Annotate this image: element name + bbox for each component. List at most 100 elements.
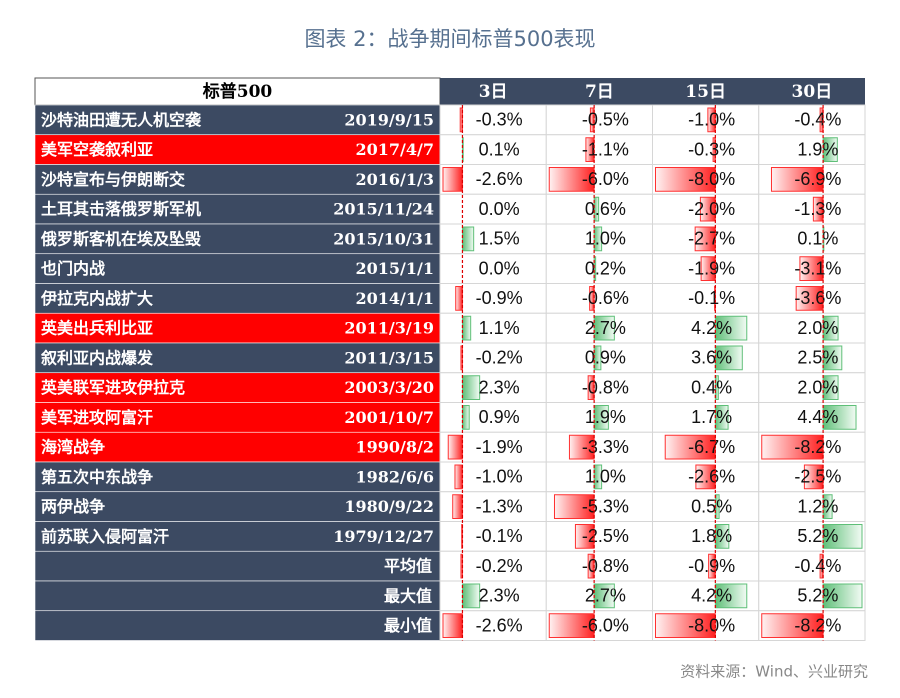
cell bbox=[758, 372, 866, 403]
cell-value: -0.2% bbox=[476, 348, 523, 368]
cell-value: 0.9% bbox=[585, 348, 626, 368]
event-date: 2014/1/1 bbox=[356, 289, 434, 308]
event-name: 沙特油田遭无人机空袭 bbox=[41, 110, 202, 129]
cell-value: 2.7% bbox=[585, 318, 626, 338]
cell-value: 0.5% bbox=[691, 496, 732, 516]
cell bbox=[758, 312, 866, 344]
data-bar bbox=[461, 226, 475, 252]
event-name: 美军空袭叙利亚 bbox=[41, 140, 153, 159]
data-bar bbox=[700, 256, 716, 281]
row-label-bg bbox=[34, 342, 441, 374]
data-bar bbox=[459, 107, 463, 133]
event-name: 沙特宣布与伊朗断交 bbox=[41, 170, 185, 189]
data-bar bbox=[461, 583, 481, 609]
event-date: 2017/4/7 bbox=[356, 140, 434, 159]
cell-value: -8.2% bbox=[794, 615, 841, 635]
cell-value: 5.2% bbox=[797, 586, 838, 606]
cell-value: 0.4% bbox=[691, 377, 732, 397]
cell-value: -2.6% bbox=[476, 169, 523, 189]
row-label-bg bbox=[34, 461, 441, 493]
data-bar bbox=[589, 286, 595, 311]
cell-value: -6.0% bbox=[582, 169, 629, 189]
data-bar bbox=[822, 137, 838, 162]
cell-value: 0.9% bbox=[479, 407, 520, 427]
event-date: 2015/10/31 bbox=[333, 229, 434, 248]
event-name: 前苏联入侵阿富汗 bbox=[41, 527, 169, 546]
cell-value: 1.0% bbox=[585, 229, 626, 249]
event-date: 1982/6/6 bbox=[356, 467, 434, 486]
event-date: 1979/12/27 bbox=[333, 527, 434, 546]
data-bar bbox=[694, 226, 716, 252]
data-bar bbox=[593, 315, 615, 341]
summary-label: 平均值 bbox=[384, 557, 432, 576]
cell-value: -6.9% bbox=[794, 169, 841, 189]
event-name: 美军进攻阿富汗 bbox=[41, 408, 153, 427]
data-bar bbox=[712, 137, 716, 162]
cell-value: -2.6% bbox=[476, 615, 523, 635]
header-label: 30日 bbox=[792, 82, 833, 102]
cell bbox=[652, 402, 760, 433]
data-bar bbox=[455, 286, 463, 311]
row-label-bg bbox=[34, 193, 441, 225]
cell-value: 1.8% bbox=[691, 526, 732, 546]
cell-value: -8.2% bbox=[794, 437, 841, 457]
data-bar bbox=[699, 196, 716, 222]
cell bbox=[758, 491, 866, 522]
cell-value: 0.0% bbox=[479, 199, 520, 219]
data-bar bbox=[822, 315, 839, 341]
header-label: 7日 bbox=[585, 82, 614, 102]
cell-value: -2.0% bbox=[688, 199, 735, 219]
event-name: 也门内战 bbox=[41, 259, 105, 278]
cell-value: -0.2% bbox=[476, 556, 523, 576]
cell bbox=[652, 521, 760, 552]
cell-value: 0.6% bbox=[585, 199, 626, 219]
data-bar bbox=[655, 167, 716, 192]
row-label-bg bbox=[34, 550, 441, 582]
cell-value: -1.9% bbox=[688, 258, 735, 278]
cell bbox=[439, 312, 547, 344]
event-date: 2011/3/15 bbox=[344, 348, 434, 367]
data-bar bbox=[461, 405, 470, 430]
cell-value: -1.1% bbox=[582, 139, 629, 159]
data-bar bbox=[593, 196, 600, 222]
cell-value: 0.1% bbox=[479, 139, 520, 159]
cell-value: -8.0% bbox=[688, 615, 735, 635]
event-date: 2015/11/24 bbox=[333, 200, 434, 219]
event-name: 英美联军进攻伊拉克 bbox=[40, 378, 185, 397]
data-bar bbox=[452, 494, 463, 519]
event-name: 俄罗斯客机在埃及坠毁 bbox=[40, 229, 202, 248]
cell-value: -8.0% bbox=[688, 169, 735, 189]
event-name: 两伊战争 bbox=[41, 497, 105, 516]
data-bar bbox=[795, 286, 824, 311]
cell bbox=[545, 253, 653, 284]
data-bar bbox=[461, 375, 481, 400]
cell-value: -6.0% bbox=[582, 615, 629, 635]
cell bbox=[652, 491, 760, 522]
data-bar bbox=[819, 107, 824, 133]
cell-value: 2.3% bbox=[479, 586, 520, 606]
data-bar bbox=[714, 315, 748, 341]
header-label: 15日 bbox=[685, 82, 726, 102]
summary-label: 最小值 bbox=[384, 616, 432, 635]
row-label-bg bbox=[34, 402, 441, 433]
cell-value: 2.7% bbox=[585, 586, 626, 606]
cell-value: -1.3% bbox=[476, 496, 523, 516]
event-name: 英美出兵利比亚 bbox=[40, 319, 153, 338]
cell bbox=[439, 521, 547, 552]
cell-value: 2.0% bbox=[797, 318, 838, 338]
data-bar bbox=[461, 315, 472, 341]
cell-value: -2.5% bbox=[794, 467, 841, 487]
cell-value: 2.5% bbox=[797, 348, 838, 368]
cell-value: 1.7% bbox=[691, 407, 732, 427]
cell-value: 2.0% bbox=[797, 377, 838, 397]
cell bbox=[652, 550, 760, 582]
row-label-bg bbox=[34, 431, 441, 463]
cell-value: -0.9% bbox=[688, 556, 735, 576]
row-label-bg bbox=[34, 134, 441, 165]
event-name: 海湾战争 bbox=[41, 438, 105, 457]
cell-value: 0.0% bbox=[479, 258, 520, 278]
row-label-bg bbox=[34, 491, 441, 522]
cell bbox=[439, 104, 547, 136]
cell-value: -3.1% bbox=[794, 258, 841, 278]
cell-value: -0.1% bbox=[688, 288, 735, 308]
